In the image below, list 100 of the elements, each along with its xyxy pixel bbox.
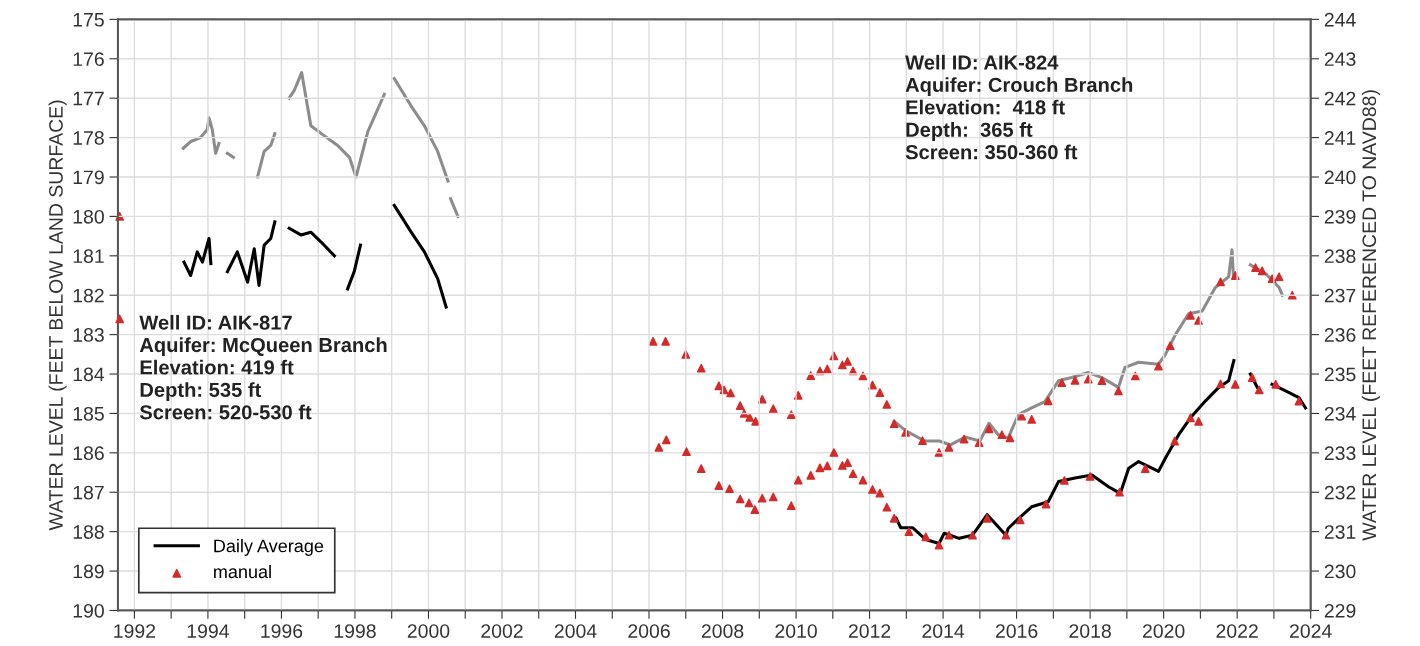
point — [696, 464, 706, 473]
y-tick-label: 177 — [73, 91, 104, 106]
point — [959, 434, 969, 444]
point — [115, 314, 125, 324]
y-axis-title: WATER LEVEL (FEET BELOW LAND SURFACE) — [48, 100, 67, 531]
point — [982, 513, 992, 523]
point — [1271, 379, 1281, 389]
point — [1186, 413, 1195, 423]
x-tick-label: 2000 — [407, 624, 450, 638]
point — [1114, 386, 1123, 396]
point — [1194, 416, 1203, 426]
x-tick-label: 2002 — [481, 624, 523, 638]
y2-tick-label: 241 — [1324, 131, 1356, 145]
y-tick-label: 176 — [73, 52, 104, 67]
point — [786, 501, 796, 511]
point — [1070, 375, 1080, 385]
point — [1140, 464, 1150, 473]
point — [1186, 310, 1195, 320]
point — [822, 364, 832, 374]
point — [757, 394, 767, 404]
point — [815, 463, 825, 473]
point — [1216, 277, 1225, 287]
point — [1015, 515, 1025, 525]
y2-tick-label: 236 — [1324, 328, 1356, 342]
y-tick-label: 187 — [73, 485, 104, 500]
point — [751, 416, 760, 426]
x-tick-label: 1992 — [114, 624, 156, 638]
x-tick-label: 2006 — [628, 624, 670, 638]
point — [1257, 266, 1267, 276]
x-tick-label: 2024 — [1290, 624, 1332, 638]
point — [944, 442, 954, 452]
point — [918, 436, 927, 446]
y-tick-label: 180 — [73, 209, 104, 224]
x-tick-label: 2016 — [995, 624, 1038, 638]
point — [1097, 376, 1107, 386]
y-tick-label: 188 — [73, 525, 104, 539]
y-tick-label: 184 — [73, 367, 105, 382]
point — [1254, 385, 1264, 395]
point — [1085, 472, 1095, 481]
point — [725, 484, 734, 494]
point — [661, 336, 670, 346]
point — [1060, 476, 1069, 485]
y2-tick-label: 244 — [1324, 12, 1356, 27]
annotation: Well ID: AIK-817 Aquifer: McQueen Branch Elevation: 419 ft Depth: 535 ft Screen: 520-530 ft — [139, 314, 387, 420]
point — [1170, 436, 1180, 446]
point — [1154, 361, 1163, 371]
point — [696, 363, 706, 373]
y-tick-label: 189 — [73, 564, 104, 579]
point — [858, 475, 868, 485]
y-tick-label: 175 — [73, 13, 104, 27]
point — [1017, 411, 1027, 421]
point — [822, 461, 832, 471]
point — [1251, 263, 1260, 273]
point — [648, 336, 658, 346]
x-tick-label: 2014 — [922, 624, 965, 638]
y-tick-label: 185 — [73, 406, 104, 421]
x-tick-label: 1998 — [334, 624, 376, 638]
point — [806, 470, 816, 480]
point — [786, 410, 796, 419]
point — [968, 530, 977, 540]
x-tick-label: 1996 — [261, 624, 303, 638]
point — [1115, 487, 1124, 497]
point — [875, 488, 885, 498]
point — [1230, 379, 1240, 389]
x-tick-label: 2022 — [1216, 624, 1258, 638]
legend-label: Daily Average — [214, 539, 324, 556]
y2-tick-label: 235 — [1324, 367, 1356, 382]
y2-tick-label: 240 — [1324, 170, 1356, 185]
y2-tick-label: 237 — [1324, 288, 1356, 303]
point — [726, 388, 735, 398]
point — [1294, 396, 1304, 406]
y2-tick-label: 230 — [1324, 564, 1356, 579]
annotation: Well ID: AIK-824 Aquifer: Crouch Branch Elevation: 418 ft Depth: 365 ft Screen: 350-360 ft — [905, 54, 1133, 160]
y-tick-label: 190 — [73, 603, 104, 618]
point — [714, 481, 724, 490]
y2-tick-label: 242 — [1324, 91, 1356, 106]
point — [1041, 499, 1051, 509]
point — [757, 493, 767, 503]
y2-tick-label: 234 — [1324, 406, 1356, 421]
point — [882, 502, 892, 512]
x-tick-label: 2018 — [1069, 624, 1111, 638]
x-tick-label: 1994 — [187, 624, 229, 638]
point — [944, 530, 954, 540]
point — [661, 435, 671, 445]
y2-tick-label: 239 — [1324, 209, 1356, 224]
point — [768, 492, 778, 502]
y2-tick-label: 238 — [1324, 249, 1356, 264]
point — [745, 413, 755, 422]
y2-tick-label: 243 — [1324, 52, 1356, 67]
y2-tick-label: 233 — [1324, 446, 1356, 461]
point — [750, 505, 760, 514]
point — [843, 357, 852, 366]
point — [1001, 530, 1011, 540]
y2-tick-label: 232 — [1324, 485, 1356, 500]
x-tick-label: 2020 — [1142, 624, 1185, 638]
point — [654, 442, 664, 452]
point — [1165, 341, 1175, 351]
point — [837, 360, 847, 370]
legend-label: manual — [214, 564, 271, 579]
x-tick-label: 2010 — [775, 624, 817, 638]
